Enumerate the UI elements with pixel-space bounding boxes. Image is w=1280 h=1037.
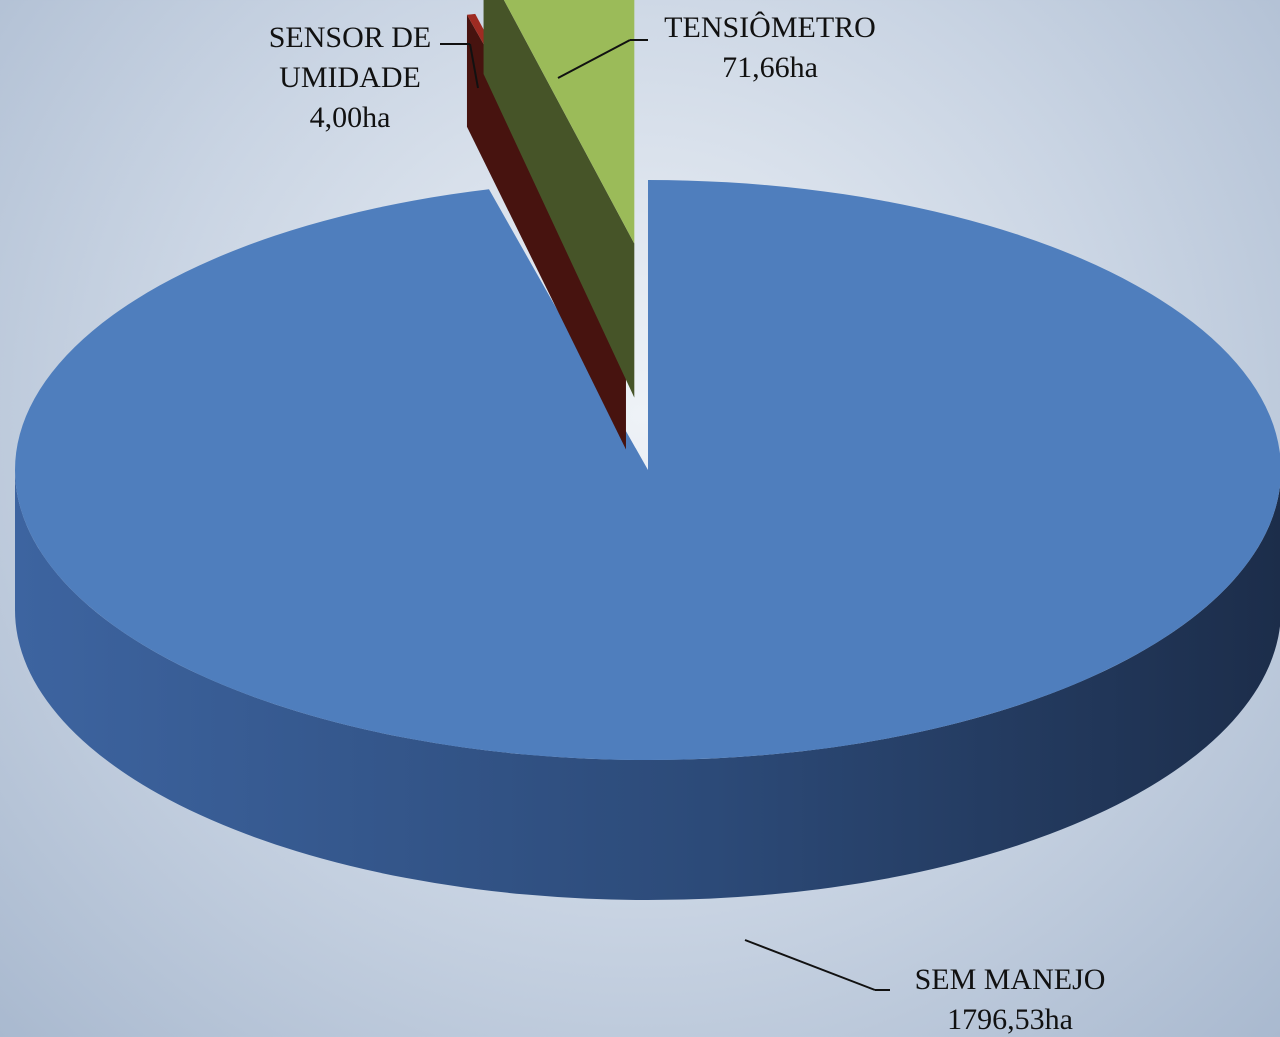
category-label: SEM MANEJO (914, 963, 1106, 996)
value-label: 71,66ha (722, 51, 818, 84)
leader-line (744, 939, 876, 991)
value-label: 1796,53ha (947, 1003, 1073, 1036)
slice-label: SENSOR DE UMIDADE 4,00ha (250, 18, 450, 138)
slice-side (15, 470, 1280, 900)
slice-label: SEM MANEJO 1796,53ha (880, 960, 1140, 1037)
slice-label: TENSIÔMETRO 71,66ha (640, 8, 900, 88)
leader-line (557, 39, 631, 79)
leader-line (469, 43, 479, 89)
slice (15, 180, 1280, 760)
slice (503, 0, 635, 244)
category-label: TENSIÔMETRO (664, 11, 876, 44)
slice-side (483, 0, 635, 398)
category-label: SENSOR DE UMIDADE (268, 21, 432, 94)
value-label: 4,00ha (309, 101, 391, 134)
